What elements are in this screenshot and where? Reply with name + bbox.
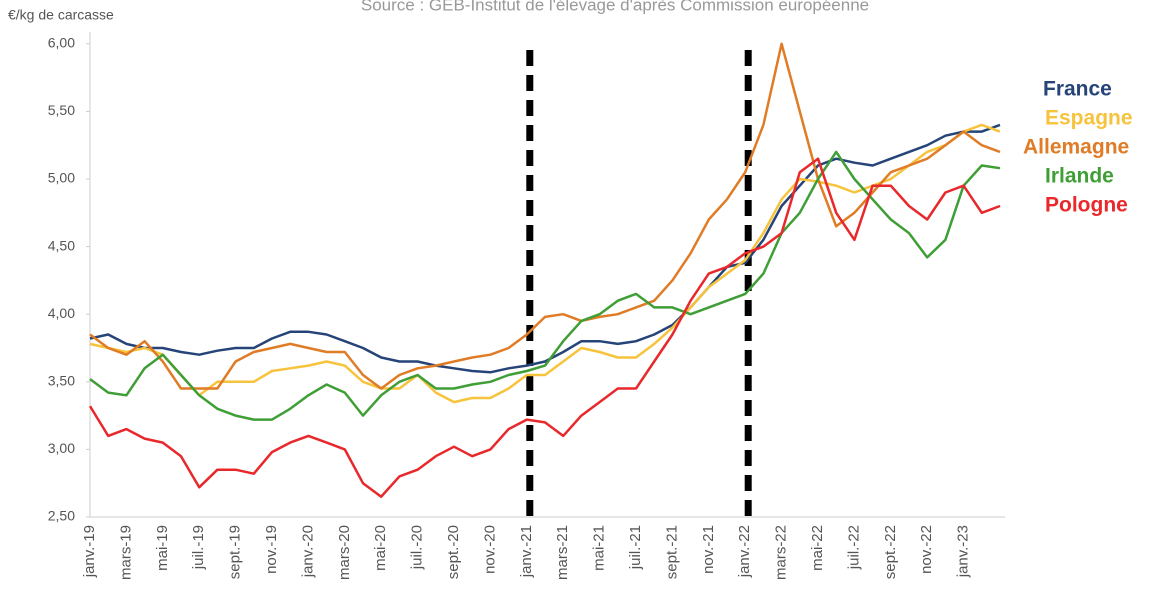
series-line [89, 42, 1001, 390]
x-tick-label: sept.-19 [227, 525, 244, 579]
x-tick-label: mars-20 [336, 525, 353, 580]
y-tick-label: 3,50 [48, 372, 75, 388]
x-tick-label: sept.-22 [882, 525, 899, 579]
series-line [89, 150, 1001, 421]
y-tick-label: 5,50 [48, 102, 75, 118]
x-tick-label: janv.-21 [518, 525, 535, 578]
x-tick-label: nov.-22 [918, 525, 935, 574]
x-tick-label: mai-22 [809, 525, 826, 571]
series-line [89, 123, 1001, 374]
legend-entry: France [1043, 78, 1112, 101]
x-tick-label: juil.-21 [627, 525, 644, 570]
series-line [89, 123, 1001, 404]
y-tick-label: 2,50 [48, 508, 75, 524]
legend-entry: Allemagne [1023, 136, 1129, 159]
series-line [88, 157, 1001, 498]
x-tick-label: sept.-20 [445, 525, 462, 579]
y-tick-label: 4,50 [48, 237, 75, 253]
x-tick-label: mai-20 [372, 525, 389, 571]
x-tick-label: mars-19 [117, 525, 134, 580]
x-tick-label: nov.-21 [700, 525, 717, 574]
x-tick-label: juil.-20 [409, 525, 426, 570]
x-tick-label: nov.-19 [263, 525, 280, 574]
legend-entry: Irlande [1045, 165, 1114, 188]
y-tick-label: 6,00 [48, 34, 75, 50]
x-tick-label: mars-22 [773, 525, 790, 580]
y-tick-label: 5,00 [48, 170, 75, 186]
x-tick-label: juil.-22 [845, 525, 862, 570]
x-tick-label: janv.-20 [299, 525, 316, 578]
y-axis-label: €/kg de carcasse [8, 7, 114, 23]
x-tick-label: sept.-21 [663, 525, 680, 579]
x-tick-label: janv.-19 [81, 525, 98, 578]
x-tick-label: mars-21 [554, 525, 571, 580]
x-tick-label: juil.-19 [190, 525, 207, 570]
y-tick-label: 4,00 [48, 305, 75, 321]
x-tick-label: mai-19 [154, 525, 171, 571]
legend-entry: Espagne [1045, 107, 1133, 130]
legend-entry: Pologne [1045, 194, 1128, 217]
x-tick-label: janv.-22 [736, 525, 753, 578]
x-tick-label: mai-21 [591, 525, 608, 571]
x-tick-label: janv.-23 [955, 525, 972, 578]
y-tick-label: 3,00 [48, 440, 75, 456]
x-tick-label: nov.-20 [481, 525, 498, 574]
chart-title: Source : GEB-Institut de l'élevage d'apr… [361, 0, 869, 14]
